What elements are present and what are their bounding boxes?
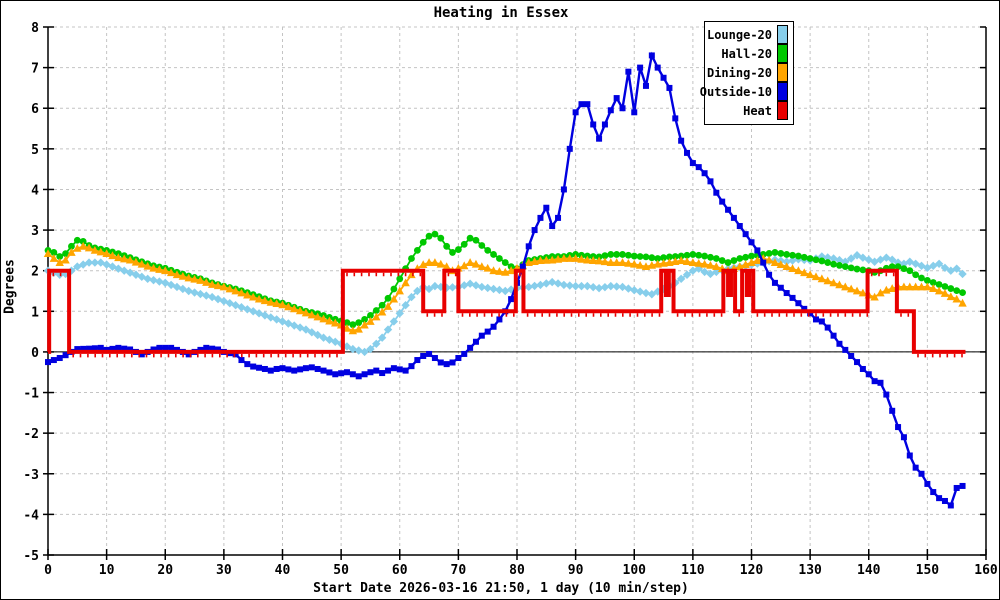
legend-label-dining: Dining-20 [706,65,772,80]
svg-text:20: 20 [157,563,173,578]
legend-row-hall: Hall-20 [710,44,788,63]
legend-swatch-hall [777,44,788,63]
svg-text:-3: -3 [23,468,39,483]
svg-text:8: 8 [31,21,39,36]
svg-text:30: 30 [216,563,232,578]
legend-swatch-outside [777,82,788,101]
y-axis-title: Degrees [2,259,18,314]
svg-text:40: 40 [275,563,291,578]
svg-text:5: 5 [31,143,39,158]
svg-text:7: 7 [31,62,39,77]
series-dining-20 [43,241,967,335]
svg-text:100: 100 [623,563,647,578]
legend-swatch-heat [777,101,788,120]
svg-text:6: 6 [31,102,39,117]
legend-swatch-lounge [777,25,788,44]
svg-text:-5: -5 [23,549,39,564]
svg-text:120: 120 [740,563,764,578]
svg-text:110: 110 [681,563,705,578]
svg-text:4: 4 [31,183,39,198]
svg-text:60: 60 [392,563,408,578]
legend-row-outside: Outside-10 [700,82,788,101]
legend-row-lounge: Lounge-20 [706,25,788,44]
x-axis-title: Start Date 2026-03-16 21:50, 1 day (10 m… [313,581,689,596]
svg-text:70: 70 [451,563,467,578]
x-axis: 0 10 20 30 40 50 60 70 80 90 100 110 120 130 140 150 160 [44,549,998,578]
legend-label-outside: Outside-10 [699,84,772,99]
svg-text:160: 160 [974,563,998,578]
chart-title: Heating in Essex [433,5,569,21]
legend-row-heat: Heat [710,101,788,120]
svg-text:130: 130 [798,563,822,578]
svg-text:90: 90 [568,563,584,578]
legend-row-dining: Dining-20 [706,63,788,82]
legend-label-hall: Hall-20 [721,46,772,61]
legend-label-lounge: Lounge-20 [706,27,772,42]
svg-text:50: 50 [333,563,349,578]
svg-text:-2: -2 [23,427,39,442]
svg-text:-4: -4 [23,508,39,523]
svg-text:2: 2 [31,265,39,280]
heat-impulse-ticks [52,272,963,358]
legend: Lounge-20 Hall-20 Dining-20 Outside-10 H… [700,21,794,125]
legend-label-heat: Heat [743,103,772,118]
y-axis: -5 -4 -3 -2 -1 0 1 2 3 4 5 6 7 8 [23,21,986,564]
svg-text:1: 1 [31,305,39,320]
series-heat [47,268,966,358]
svg-text:10: 10 [99,563,115,578]
svg-text:3: 3 [31,224,39,239]
svg-text:150: 150 [916,563,940,578]
legend-swatch-dining [777,63,788,82]
svg-text:0: 0 [44,563,52,578]
svg-text:0: 0 [31,346,39,361]
series-lounge-20 [43,251,967,357]
svg-text:80: 80 [509,563,525,578]
svg-text:140: 140 [857,563,881,578]
svg-text:-1: -1 [23,387,39,402]
